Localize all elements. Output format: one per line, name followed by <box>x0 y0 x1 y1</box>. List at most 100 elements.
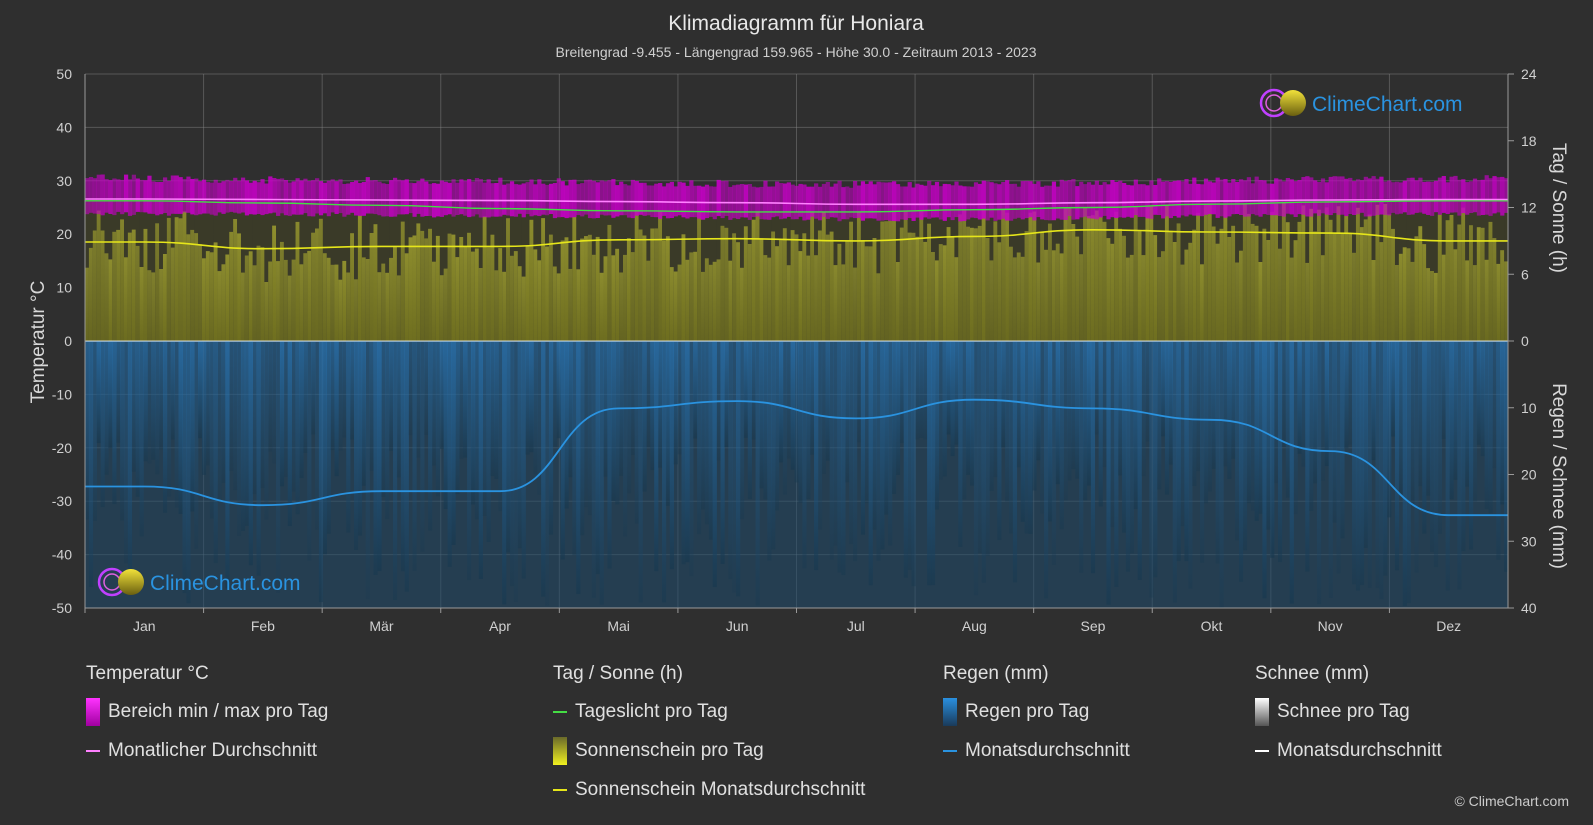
temp-range-day-bar <box>533 184 538 216</box>
rain-day-bar <box>315 341 320 530</box>
left-tick-label: -50 <box>52 600 72 616</box>
temp-range-day-bar <box>1461 179 1466 214</box>
rain-day-bar <box>1340 341 1345 539</box>
rain-day-bar <box>451 341 456 545</box>
rain-day-bar <box>139 341 144 537</box>
rain-day-bar <box>911 341 916 587</box>
temp-range-day-bar <box>931 185 936 218</box>
temp-range-day-bar <box>1125 184 1131 217</box>
rain-day-bar <box>1496 341 1501 560</box>
rain-day-bar <box>1297 341 1302 454</box>
temp-range-day-bar <box>295 178 300 215</box>
sunshine-day-bar <box>1215 243 1220 341</box>
temp-range-day-bar <box>541 183 546 215</box>
sunshine-day-bar <box>673 271 678 341</box>
sunshine-day-bar <box>311 232 316 341</box>
sunshine-day-bar <box>1484 259 1489 341</box>
rain-day-bar <box>802 341 807 569</box>
sunshine-day-bar <box>677 264 682 341</box>
temp-range-day-bar <box>166 180 172 216</box>
sunshine-day-bar <box>755 211 760 341</box>
temp-range-day-bar <box>969 186 975 218</box>
temp-range-day-bar <box>392 177 398 217</box>
sunshine-day-bar <box>907 232 912 341</box>
rain-day-bar <box>829 341 834 560</box>
rain-day-bar <box>1176 341 1181 562</box>
sunshine-day-bar <box>521 276 526 341</box>
temp-range-day-bar <box>1207 181 1213 214</box>
rain-day-bar <box>630 341 636 455</box>
legend-label: Sonnenschein pro Tag <box>575 739 764 761</box>
sunshine-day-bar <box>467 232 472 341</box>
temp-range-day-bar <box>1406 177 1411 215</box>
sunshine-day-bar <box>1371 260 1376 341</box>
sunshine-day-bar <box>977 225 982 341</box>
rain-day-bar <box>159 341 164 450</box>
temp-range-day-bar <box>1367 178 1372 217</box>
sunshine-day-bar <box>303 253 308 341</box>
rain-day-bar <box>357 341 363 536</box>
sunshine-day-bar <box>147 270 152 341</box>
sunshine-day-bar <box>697 211 702 341</box>
temp-range-day-bar <box>814 183 819 219</box>
rain-day-bar <box>1012 341 1018 583</box>
sunshine-day-bar <box>1480 227 1485 341</box>
sunshine-day-bar <box>1352 252 1357 341</box>
x-tick-label: Mai <box>607 618 630 634</box>
sunshine-day-bar <box>1024 231 1029 341</box>
legend-item-sunshine: Sonnenschein pro Tag <box>553 736 865 765</box>
sunshine-day-bar <box>1106 238 1111 341</box>
sunshine-day-bar <box>704 258 710 341</box>
legend-snow: Schnee (mm) Schnee pro Tag Monatsdurchsc… <box>1255 660 1442 777</box>
temp-range-day-bar <box>681 182 686 218</box>
sunshine-day-bar <box>1418 226 1423 341</box>
rain-day-bar <box>993 341 998 478</box>
rain-day-bar <box>814 341 819 571</box>
rain-day-bar <box>732 341 737 593</box>
rain-day-bar <box>272 341 277 464</box>
rain-day-bar <box>326 341 331 534</box>
sunshine-day-bar <box>225 254 230 341</box>
rain-day-bar <box>455 341 460 495</box>
sunshine-day-bar <box>447 233 452 341</box>
rain-day-bar <box>662 341 667 603</box>
rain-day-bar <box>276 341 281 593</box>
rain-day-bar <box>580 341 585 536</box>
legend-swatch-daylight <box>553 710 567 713</box>
temp-range-day-bar <box>1320 178 1326 214</box>
sunshine-day-bar <box>1472 265 1478 341</box>
temp-range-day-bar <box>201 179 207 214</box>
sunshine-day-bar <box>529 219 534 341</box>
sunshine-day-bar <box>1445 220 1450 341</box>
left-tick-label: -20 <box>52 440 72 456</box>
rain-day-bar <box>938 341 943 480</box>
rain-day-bar <box>934 341 940 510</box>
sunshine-day-bar <box>849 221 854 341</box>
temp-range-day-bar <box>1391 182 1396 213</box>
temp-range-day-bar <box>1184 179 1189 217</box>
temp-range-day-bar <box>1122 183 1127 218</box>
temp-range-day-bar <box>315 178 320 214</box>
legend-label: Regen pro Tag <box>965 700 1090 722</box>
sunshine-day-bar <box>1203 204 1209 341</box>
sunshine-day-bar <box>213 242 218 341</box>
rain-day-bar <box>147 341 152 464</box>
temp-range-day-bar <box>190 179 195 215</box>
left-tick-label: -10 <box>52 386 72 402</box>
rain-day-bar <box>435 341 441 497</box>
temp-range-day-bar <box>856 185 862 218</box>
temp-range-day-bar <box>377 181 382 216</box>
sunshine-day-bar <box>182 211 187 341</box>
rain-day-bar <box>490 341 495 477</box>
rain-day-bar <box>1328 341 1333 598</box>
temp-range-day-bar <box>104 179 109 213</box>
temp-range-day-bar <box>170 175 175 214</box>
temp-range-day-bar <box>307 180 312 217</box>
sunshine-day-bar <box>1188 242 1193 341</box>
rain-day-bar <box>447 341 452 567</box>
rain-day-bar <box>545 341 550 606</box>
rain-day-bar <box>825 341 830 461</box>
sunshine-day-bar <box>162 254 168 341</box>
temp-range-day-bar <box>927 180 932 219</box>
sunshine-day-bar <box>494 270 499 341</box>
